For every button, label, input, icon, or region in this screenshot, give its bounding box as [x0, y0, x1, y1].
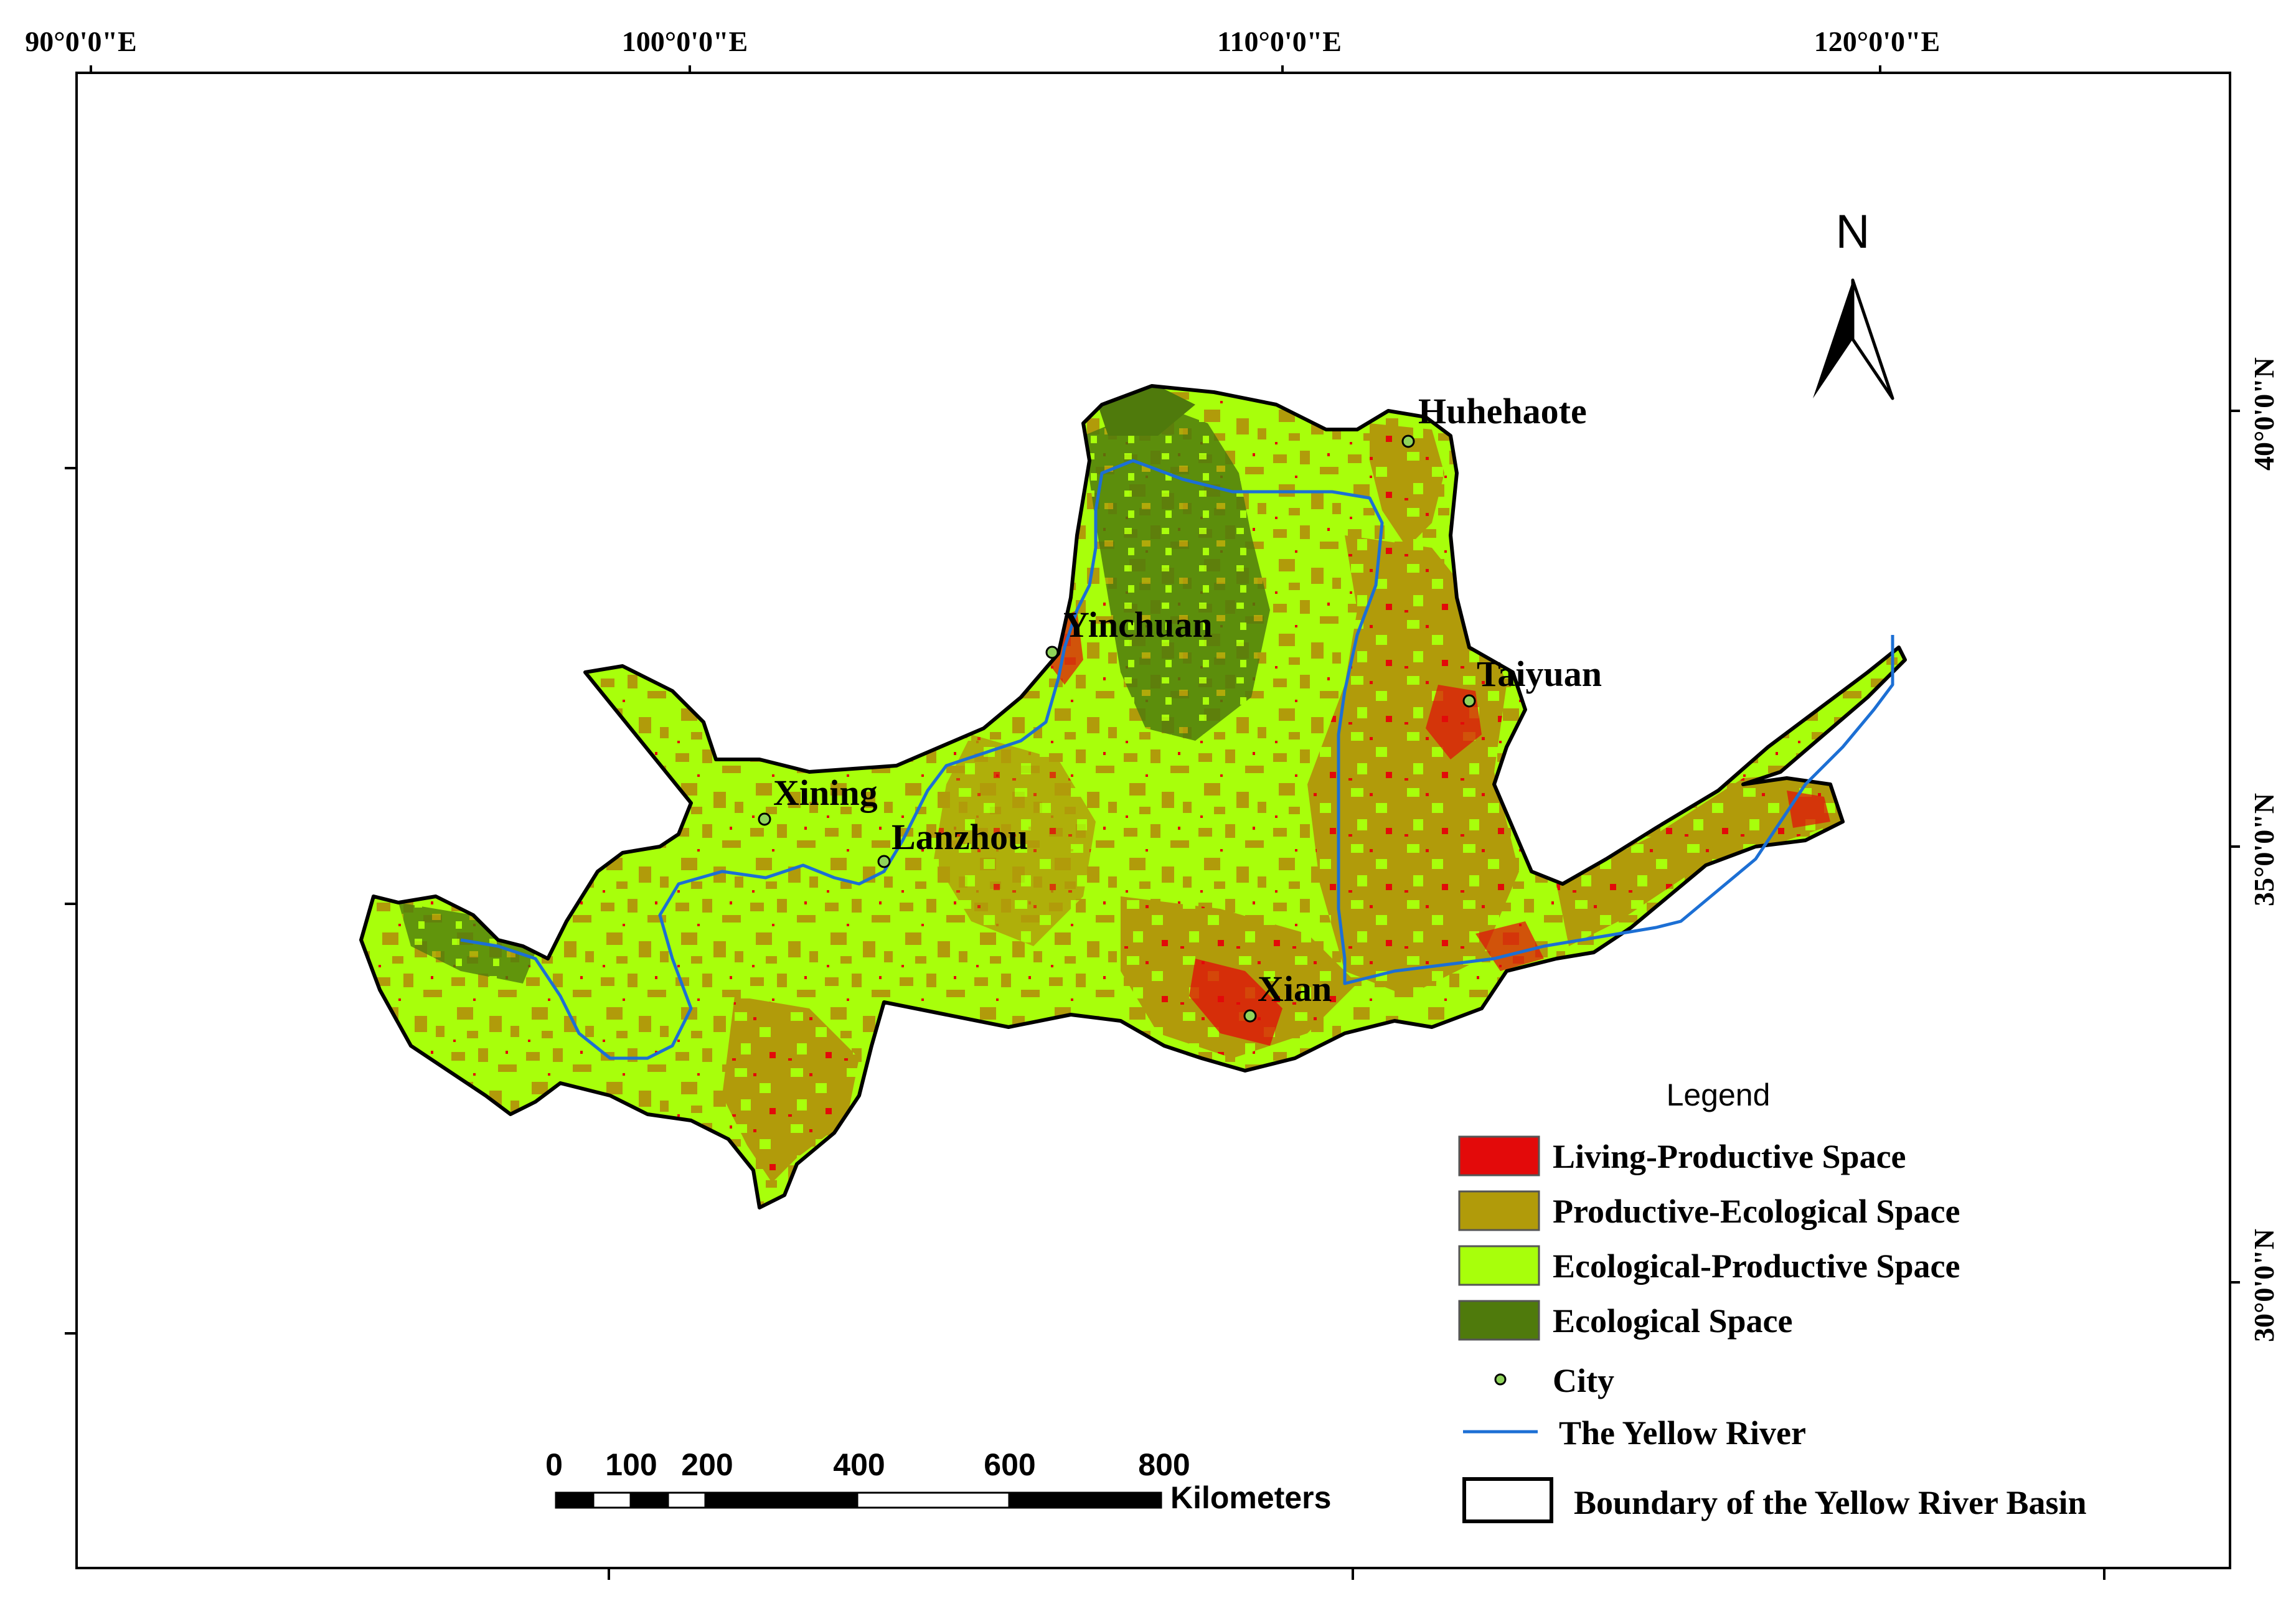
legend-swatch — [1458, 1135, 1540, 1176]
legend-item-living-productive: Living-Productive Space — [1458, 1135, 1906, 1176]
legend-item-boundary: Boundary of the Yellow River Basin — [1462, 1477, 2087, 1523]
productive-ecological-area — [1307, 535, 1519, 996]
city-marker — [758, 812, 771, 826]
scale-tick-100: 100 — [605, 1447, 657, 1482]
legend-item-river: The Yellow River — [1463, 1414, 1806, 1452]
lat-label-35: 35°0'0"N — [2248, 793, 2280, 906]
city-marker — [1401, 434, 1415, 448]
north-arrow-icon — [1813, 280, 1853, 398]
scale-tick-200: 200 — [681, 1447, 733, 1482]
legend-swatch — [1458, 1190, 1540, 1231]
living-productive-area — [1787, 791, 1830, 828]
city-marker — [1045, 646, 1059, 659]
city-xian: Xian — [1243, 969, 1332, 1023]
scale-tick-0: 0 — [545, 1447, 563, 1482]
longitude-labels: 90°0'0"E 100°0'0"E 110°0'0"E 120°0'0"E — [25, 26, 1940, 57]
scale-tick-400: 400 — [833, 1447, 885, 1482]
productive-ecological-area — [1556, 772, 1843, 946]
cities: Huhehaote Yinchuan Taiyuan Xining Lanzho… — [758, 391, 1602, 1023]
north-arrow: N — [1813, 205, 1894, 400]
lon-label-90: 90°0'0"E — [25, 26, 136, 57]
legend-item-ecological: Ecological Space — [1458, 1300, 1792, 1341]
scale-bar: 0 100 200 400 600 800 Kilometers — [545, 1447, 1331, 1515]
basin-boundary — [359, 384, 1907, 1209]
scale-tick-800: 800 — [1138, 1447, 1190, 1482]
city-label: Yinchuan — [1063, 604, 1213, 645]
legend-swatch — [1458, 1245, 1540, 1286]
legend-item-label: Productive-Ecological Space — [1553, 1193, 1960, 1230]
legend-item-label: The Yellow River — [1559, 1414, 1806, 1452]
productive-ecological-area — [722, 996, 859, 1183]
legend-title: Legend — [1667, 1078, 1771, 1112]
city-marker-icon — [1494, 1373, 1507, 1386]
city-label: Xian — [1258, 969, 1332, 1009]
legend-item-label: Boundary of the Yellow River Basin — [1574, 1484, 2087, 1521]
ecological-space-area — [398, 903, 535, 984]
legend: Legend Living-Productive Space Productiv… — [1458, 1078, 2087, 1523]
lat-label-30: 30°0'0"N — [2248, 1229, 2280, 1342]
legend-item-city: City — [1494, 1362, 1614, 1399]
city-yinchuan: Yinchuan — [1045, 604, 1213, 659]
scale-tick-600: 600 — [984, 1447, 1035, 1482]
city-label: Lanzhou — [892, 817, 1028, 857]
city-huhehaote: Huhehaote — [1401, 391, 1587, 448]
legend-item-label: Ecological-Productive Space — [1553, 1247, 1960, 1285]
scale-unit: Kilometers — [1170, 1480, 1331, 1515]
city-label: Taiyuan — [1477, 654, 1602, 694]
city-label: Huhehaote — [1418, 391, 1587, 431]
legend-item-label: City — [1553, 1362, 1614, 1399]
legend-item-label: Living-Productive Space — [1553, 1138, 1906, 1175]
north-arrow-label: N — [1836, 205, 1870, 258]
north-arrow-icon — [1851, 278, 1894, 400]
legend-item-productive-ecological: Productive-Ecological Space — [1458, 1190, 1960, 1231]
lon-label-120: 120°0'0"E — [1814, 26, 1940, 57]
productive-ecological-area — [1370, 423, 1444, 548]
boundary-swatch — [1462, 1477, 1553, 1523]
lon-label-100: 100°0'0"E — [622, 26, 748, 57]
city-taiyuan: Taiyuan — [1462, 654, 1602, 708]
city-label: Xining — [773, 772, 878, 813]
living-productive-area — [1189, 959, 1282, 1046]
lon-label-110: 110°0'0"E — [1217, 26, 1342, 57]
latitude-labels: 40°0'0"N 35°0'0"N 30°0'0"N — [2248, 357, 2280, 1342]
city-xining: Xining — [758, 772, 878, 826]
city-marker — [1243, 1009, 1257, 1023]
city-marker — [1462, 694, 1476, 708]
legend-item-label: Ecological Space — [1553, 1302, 1792, 1340]
yellow-river-line — [460, 459, 1894, 1060]
city-lanzhou: Lanzhou — [877, 817, 1028, 868]
legend-item-ecological-productive: Ecological-Productive Space — [1458, 1245, 1960, 1286]
lat-label-40: 40°0'0"N — [2248, 357, 2280, 471]
productive-ecological-area — [934, 735, 1096, 946]
city-marker — [877, 855, 891, 868]
legend-swatch — [1458, 1300, 1540, 1341]
